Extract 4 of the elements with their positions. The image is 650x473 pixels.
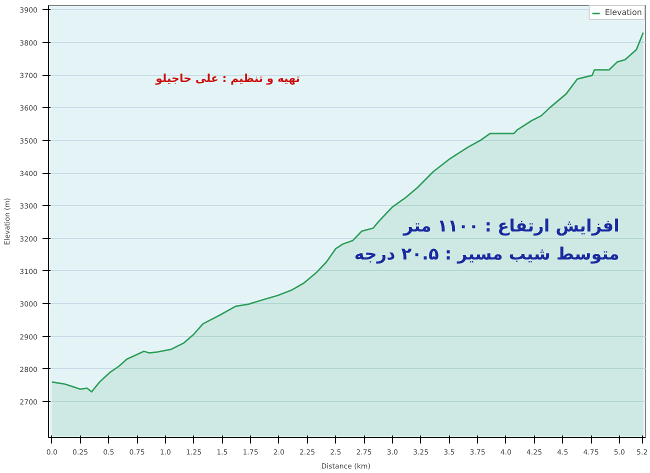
annotation: افزایش ارتفاع : ۱۱۰۰ متر: [402, 216, 620, 237]
annotation: تهیه و تنظیم : علی حاجیلو: [154, 72, 300, 85]
annotation: متوسط شیب مسیر : ۲۰.۵ درجه: [354, 244, 620, 264]
legend-label: Elevation: [604, 8, 642, 17]
